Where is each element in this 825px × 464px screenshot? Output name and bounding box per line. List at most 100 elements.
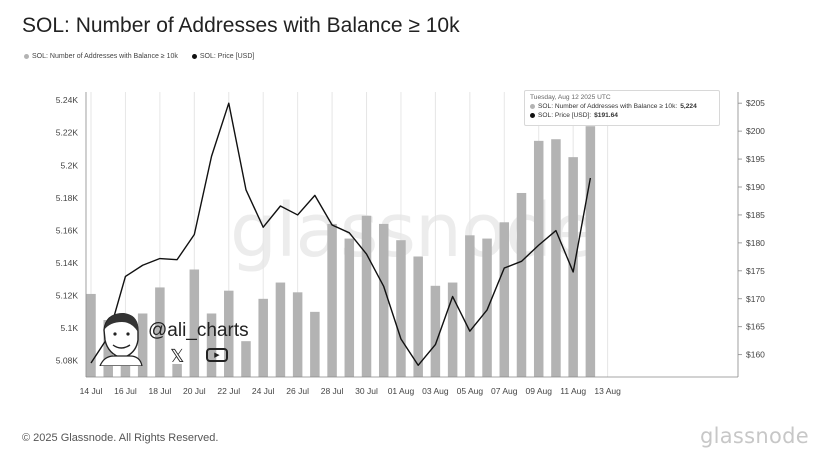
bar-addresses[interactable] <box>292 292 303 377</box>
price-line[interactable] <box>90 102 592 366</box>
tooltip-dot-price <box>530 113 535 118</box>
price-point[interactable] <box>554 229 558 233</box>
bar-addresses[interactable] <box>378 223 389 377</box>
tooltip-label-addresses: SOL: Number of Addresses with Balance ≥ … <box>538 103 678 110</box>
legend-dot-price <box>191 54 197 59</box>
x-axis-tick-label: 30 Jul <box>355 386 378 396</box>
x-logo-icon: 𝕏 <box>170 346 185 366</box>
price-point[interactable] <box>313 194 317 198</box>
price-point[interactable] <box>434 343 438 347</box>
bar-addresses[interactable] <box>361 215 372 377</box>
legend-dot-addresses <box>24 54 29 59</box>
price-point[interactable] <box>244 188 248 192</box>
legend-item-addresses[interactable]: SOL: Number of Addresses with Balance ≥ … <box>24 53 178 60</box>
tooltip-value-addresses: 5,224 <box>680 103 697 110</box>
price-point[interactable] <box>89 361 93 365</box>
right-axis-tick-label: $190 <box>746 182 765 192</box>
bar-addresses[interactable] <box>189 269 200 377</box>
price-point[interactable] <box>365 252 369 256</box>
bar-addresses[interactable] <box>224 290 234 377</box>
glassnode-logo: glassnode <box>700 424 810 448</box>
right-axis: $160 $165 $170 $175 $180 $185 $190 $195 $200 $205 <box>737 92 765 377</box>
price-point[interactable] <box>296 213 300 217</box>
price-point[interactable] <box>502 266 506 270</box>
price-point[interactable] <box>348 231 352 235</box>
right-axis-tick-label: $175 <box>746 266 765 276</box>
bar-addresses[interactable] <box>344 238 355 377</box>
price-point[interactable] <box>571 270 575 274</box>
price-point[interactable] <box>468 329 472 333</box>
price-point[interactable] <box>261 225 265 229</box>
price-point[interactable] <box>124 275 128 279</box>
price-point[interactable] <box>589 176 593 180</box>
x-axis-tick-label: 18 Jul <box>149 386 172 396</box>
price-point[interactable] <box>227 101 231 105</box>
price-point[interactable] <box>158 257 162 261</box>
price-point[interactable] <box>382 285 386 289</box>
bar-addresses[interactable] <box>447 282 458 377</box>
bar-addresses[interactable] <box>241 341 251 377</box>
price-point[interactable] <box>193 233 197 237</box>
x-axis-tick-label: 20 Jul <box>183 386 206 396</box>
bar-addresses[interactable] <box>155 287 165 377</box>
bar-addresses[interactable] <box>465 235 475 377</box>
left-axis-tick-label: 5.08K <box>56 356 79 366</box>
legend-label-addresses: SOL: Number of Addresses with Balance ≥ … <box>32 53 178 60</box>
line-series <box>89 101 593 367</box>
price-point[interactable] <box>485 308 489 312</box>
bar-addresses[interactable] <box>585 126 596 377</box>
price-point[interactable] <box>279 204 283 208</box>
price-point[interactable] <box>141 263 145 267</box>
legend-item-price[interactable]: SOL: Price [USD] <box>191 53 254 60</box>
price-point[interactable] <box>399 337 403 341</box>
price-point[interactable] <box>537 243 541 247</box>
copyright-text: © 2025 Glassnode. All Rights Reserved. <box>22 432 219 444</box>
x-axis-tick-label: 14 Jul <box>80 386 103 396</box>
bar-addresses[interactable] <box>310 311 320 377</box>
youtube-icon: ▶ <box>206 348 228 362</box>
bar-addresses[interactable] <box>516 192 527 377</box>
left-axis-tick-label: 5.16K <box>56 225 79 235</box>
bar-addresses[interactable] <box>568 157 578 377</box>
bar-addresses[interactable] <box>430 285 441 377</box>
left-axis: 5.08K 5.1K 5.12K 5.14K 5.16K 5.18K 5.2K 5.22K 5.… <box>56 92 87 377</box>
x-axis-tick-label: 24 Jul <box>252 386 275 396</box>
bar-addresses[interactable] <box>482 238 492 377</box>
right-axis-tick-label: $170 <box>746 294 765 304</box>
bar-addresses[interactable] <box>413 256 423 377</box>
bar-addresses[interactable] <box>533 140 544 377</box>
bar-addresses[interactable] <box>275 282 286 377</box>
left-axis-tick-label: 5.2K <box>61 160 79 170</box>
bar-addresses[interactable] <box>172 363 182 377</box>
bar-addresses[interactable] <box>327 223 337 377</box>
price-point[interactable] <box>210 154 214 158</box>
right-axis-tick-label: $200 <box>746 126 765 136</box>
x-axis-tick-label: 07 Aug <box>491 386 518 396</box>
price-point[interactable] <box>520 260 524 264</box>
tooltip-dot-addresses <box>530 104 535 109</box>
bar-addresses[interactable] <box>499 222 510 377</box>
left-axis-tick-label: 5.14K <box>56 258 79 268</box>
tooltip-date: Tuesday, Aug 12 2025 UTC <box>530 94 611 101</box>
legend: SOL: Number of Addresses with Balance ≥ … <box>24 53 254 60</box>
bar-addresses[interactable] <box>396 240 406 377</box>
x-axis-tick-label: 09 Aug <box>525 386 552 396</box>
tooltip-value-price: $191.64 <box>594 112 618 119</box>
bar-addresses[interactable] <box>206 313 217 377</box>
x-axis-tick-label: 11 Aug <box>560 386 586 396</box>
left-axis-tick-label: 5.18K <box>56 193 79 203</box>
right-axis-tick-label: $180 <box>746 238 765 248</box>
price-point[interactable] <box>416 363 420 367</box>
price-point[interactable] <box>451 295 455 299</box>
price-point[interactable] <box>330 223 334 227</box>
chart-title: SOL: Number of Addresses with Balance ≥ … <box>22 14 460 37</box>
bar-addresses[interactable] <box>551 139 561 377</box>
bar-addresses[interactable] <box>258 298 268 377</box>
bar-addresses[interactable] <box>86 293 96 377</box>
left-axis-tick-label: 5.1K <box>61 323 79 333</box>
bar-addresses[interactable] <box>137 313 148 377</box>
right-axis-tick-label: $185 <box>746 210 765 220</box>
right-axis-tick-label: $195 <box>746 154 765 164</box>
price-point[interactable] <box>175 258 179 262</box>
